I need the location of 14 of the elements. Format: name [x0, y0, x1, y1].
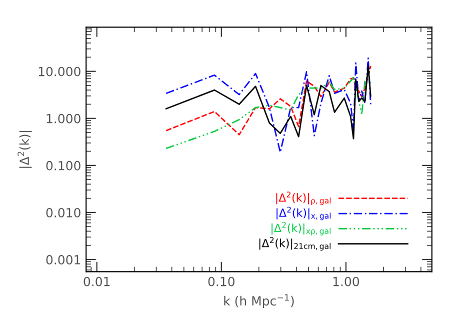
y-tick-label: 1.000 [46, 114, 80, 124]
text: |Δ$^{2}$(k)|$_{xρ,gal}$ [272, 222, 330, 236]
y-tick-label: 0.100 [46, 160, 80, 170]
text: |Δ$^{2}$(k)|$_{21cm,gal}$ [259, 237, 330, 251]
x-tick-label: 1.00 [333, 276, 360, 286]
y-tick-label: 0.001 [46, 254, 80, 264]
x-tick-label: 0.10 [208, 276, 234, 286]
y-tick-label: 0.010 [46, 208, 80, 218]
y-tick-label: 10.000 [38, 66, 80, 76]
y-axis-title: |Δ$^{2}$(k)| [18, 131, 32, 168]
text: |Δ$^{2}$(k)|$_{x,gal}$ [276, 206, 331, 220]
x-tick-label: 0.01 [84, 276, 110, 286]
x-axis-title: k (h Mpc$^{−1}$) [224, 294, 294, 308]
text: |Δ$^{2}$(k)|$_{ρ,gal}$ [276, 192, 331, 206]
